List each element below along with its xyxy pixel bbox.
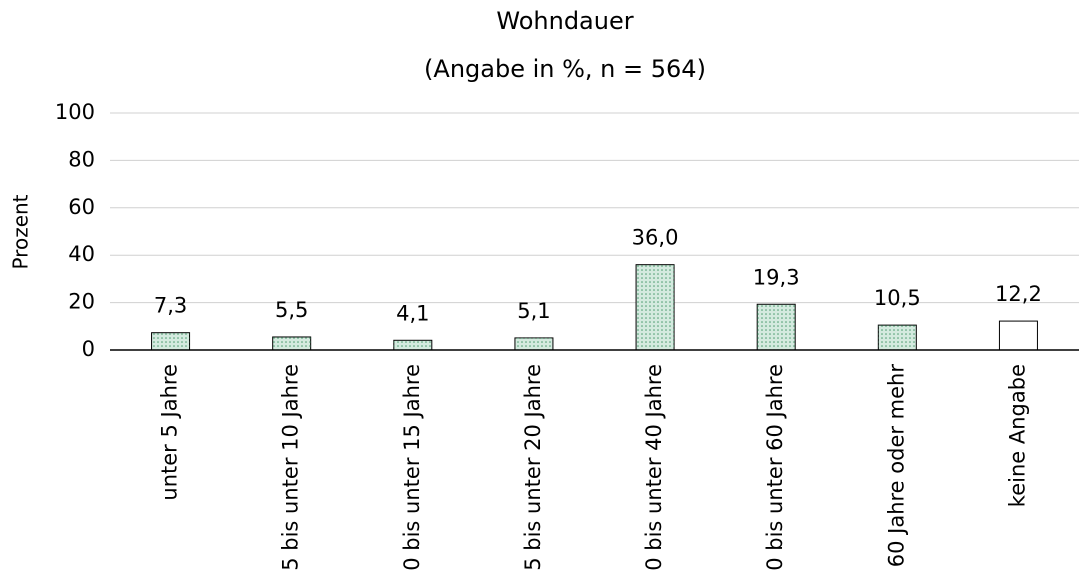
bar-pattern	[757, 304, 796, 350]
bar-pattern	[393, 340, 432, 350]
bar-pattern	[878, 325, 917, 350]
y-tick-label: 60	[68, 195, 95, 219]
x-tick-label: 15 bis unter 20 Jahre	[521, 364, 545, 572]
y-tick-label: 80	[68, 147, 95, 171]
y-tick-label: 100	[55, 100, 95, 124]
bar-pattern	[636, 264, 675, 350]
bar-pattern	[272, 336, 311, 350]
chart-subtitle: (Angabe in %, n = 564)	[424, 55, 706, 83]
data-label: 10,5	[874, 286, 921, 310]
bar	[998, 320, 1038, 351]
x-tick-label: 10 bis unter 15 Jahre	[400, 364, 424, 572]
data-label: 19,3	[753, 265, 800, 289]
data-label: 5,1	[517, 299, 550, 323]
x-tick-label: 60 Jahre oder mehr	[884, 364, 908, 568]
bar-pattern	[151, 332, 190, 350]
data-label: 7,3	[154, 294, 187, 318]
y-tick-label: 0	[82, 337, 95, 361]
data-label: 12,2	[995, 282, 1042, 306]
x-tick-label: keine Angabe	[1005, 364, 1029, 507]
bar-pattern	[514, 337, 553, 350]
x-tick-label: 40 bis unter 60 Jahre	[763, 364, 787, 572]
data-label: 5,5	[275, 298, 308, 322]
chart-title: Wohndauer	[496, 7, 633, 35]
y-tick-label: 20	[68, 290, 95, 314]
x-tick-label: 20 bis unter 40 Jahre	[642, 364, 666, 572]
y-tick-label: 40	[68, 242, 95, 266]
x-tick-label: 5 bis unter 10 Jahre	[279, 364, 303, 571]
data-label: 36,0	[632, 226, 679, 250]
data-label: 4,1	[396, 301, 429, 325]
y-axis-label: Prozent	[9, 194, 33, 269]
x-tick-label: unter 5 Jahre	[158, 364, 182, 501]
